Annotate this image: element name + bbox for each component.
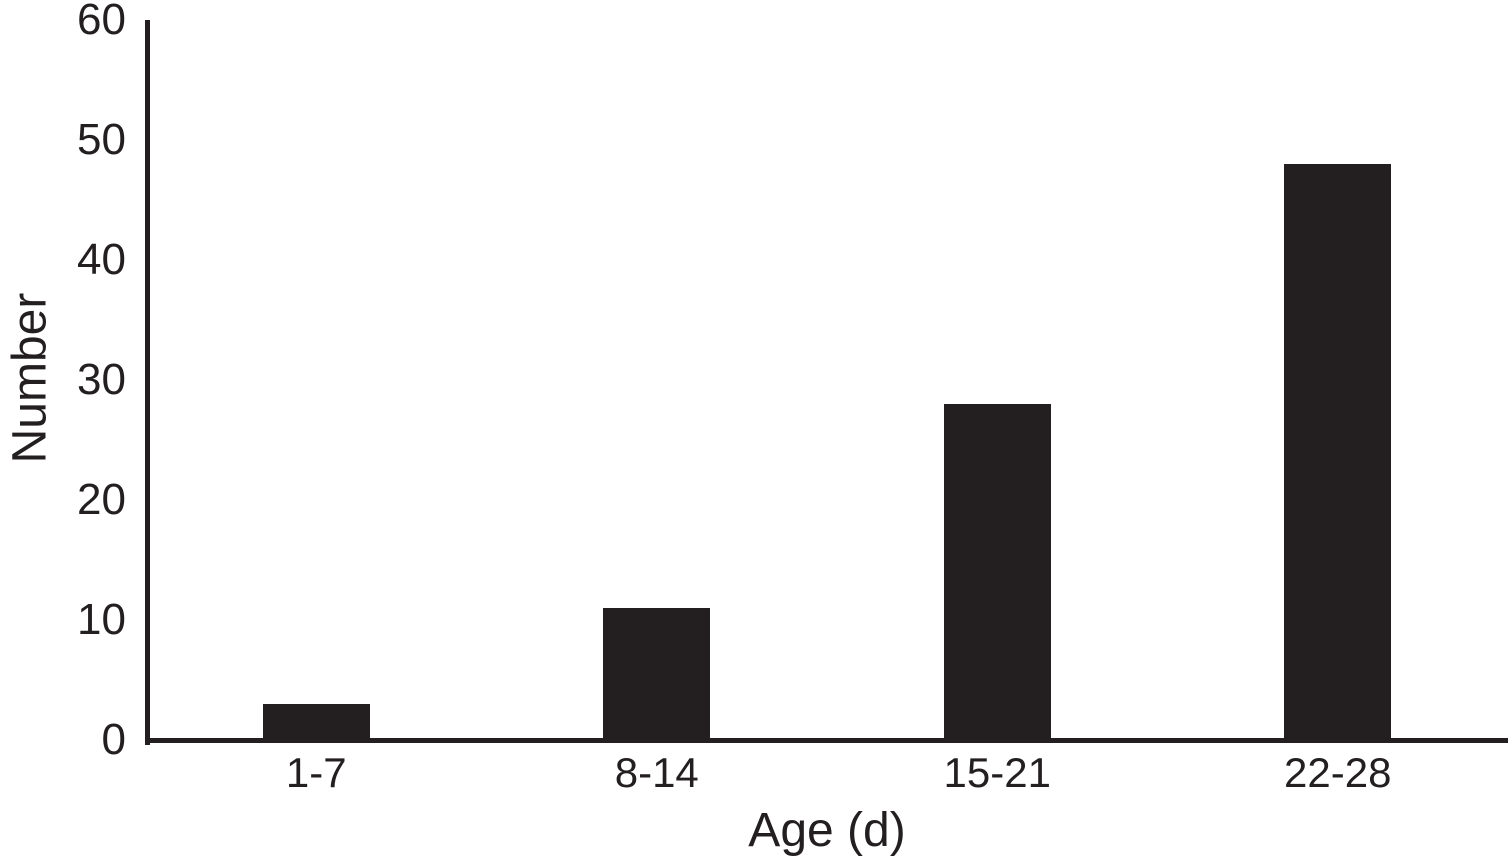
y-tick-label: 60 [77, 0, 126, 44]
x-tick-label: 22-28 [1284, 749, 1392, 796]
x-tick-label: 1-7 [285, 749, 347, 796]
x-axis-title: Age (d) [748, 804, 906, 857]
bar-22-28 [1284, 164, 1392, 740]
x-axis-line [145, 738, 1508, 743]
y-tick-label: 0 [101, 715, 126, 764]
x-tick-label: 8-14 [614, 749, 699, 796]
bar-8-14 [603, 608, 711, 740]
bar-1-7 [262, 704, 370, 740]
y-axis-line [145, 20, 150, 745]
y-tick-label: 40 [77, 235, 126, 284]
bar-15-21 [943, 404, 1051, 740]
y-tick-label: 10 [77, 595, 126, 644]
y-tick-label: 30 [77, 355, 126, 404]
y-tick-label: 50 [77, 115, 126, 164]
y-tick-label: 20 [77, 475, 126, 524]
x-tick-label: 15-21 [943, 749, 1051, 796]
